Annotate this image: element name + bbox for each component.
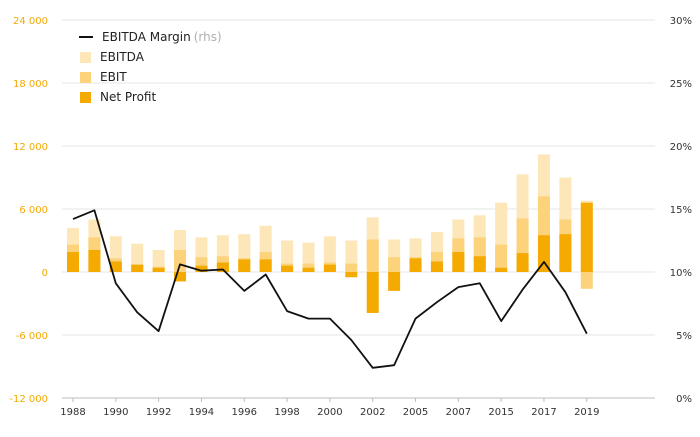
x-tick-label: 1998 bbox=[274, 407, 299, 418]
x-tick-label: 1996 bbox=[232, 407, 257, 418]
bar-net-profit bbox=[302, 267, 315, 272]
bar-net-profit bbox=[131, 264, 144, 272]
bar-ebitda bbox=[152, 249, 165, 272]
bar-net-profit bbox=[152, 267, 165, 272]
x-tick-label: 2005 bbox=[403, 407, 428, 418]
y-right-tick-label: 5% bbox=[676, 331, 692, 342]
bar-net-profit bbox=[174, 272, 187, 282]
bar-ebit bbox=[366, 239, 379, 272]
y-left-tick-label: 24 000 bbox=[13, 16, 48, 27]
y-right-tick-label: 20% bbox=[670, 142, 692, 153]
bar-net-profit bbox=[109, 261, 122, 272]
y-right-tick-label: 25% bbox=[670, 79, 692, 90]
x-tick-label: 2015 bbox=[488, 407, 513, 418]
legend-label-net-profit: Net Profit bbox=[100, 90, 157, 104]
bar-net-profit bbox=[195, 265, 208, 272]
bar-ebit bbox=[174, 249, 187, 272]
legend-note-rhs: (rhs) bbox=[193, 30, 222, 44]
line-ebitda-margin bbox=[72, 209, 588, 369]
x-tick-label: 2000 bbox=[317, 407, 342, 418]
y-left-tick-label: -12 000 bbox=[9, 394, 48, 405]
bar-net-profit bbox=[88, 249, 101, 272]
x-tick-label: 2007 bbox=[446, 407, 471, 418]
legend: EBITDA Margin (rhs) EBITDA EBIT Net Prof… bbox=[79, 27, 222, 107]
bar-net-profit bbox=[67, 252, 79, 272]
x-tick-label: 2002 bbox=[360, 407, 385, 418]
y-right-tick-label: 30% bbox=[670, 16, 692, 27]
y-left-tick-label: 6 000 bbox=[19, 205, 48, 216]
bar-net-profit bbox=[323, 264, 336, 272]
legend-swatch-ebit bbox=[80, 71, 91, 83]
x-tick-label: 2019 bbox=[574, 407, 599, 418]
legend-label-ebit: EBIT bbox=[100, 70, 127, 84]
x-tick-label: 1990 bbox=[103, 407, 128, 418]
legend-line-swatch bbox=[79, 36, 93, 38]
bar-net-profit bbox=[345, 272, 358, 278]
y-left-tick-label: 18 000 bbox=[13, 79, 48, 90]
y-left-tick-label: 12 000 bbox=[13, 142, 48, 153]
bar-net-profit bbox=[516, 253, 529, 272]
bar-ebit bbox=[345, 263, 358, 272]
x-tick-label: 2017 bbox=[531, 407, 556, 418]
bar-ebit bbox=[580, 272, 593, 289]
y-right-tick-label: 15% bbox=[670, 205, 692, 216]
bar-net-profit bbox=[537, 235, 550, 272]
legend-item-net-profit: Net Profit bbox=[80, 87, 222, 107]
bar-net-profit bbox=[238, 259, 251, 272]
legend-label-ebitda: EBITDA bbox=[100, 50, 144, 64]
legend-item-ebitda: EBITDA bbox=[80, 47, 222, 67]
x-tick-label: 1992 bbox=[146, 407, 171, 418]
bar-net-profit bbox=[388, 272, 401, 291]
y-right-tick-label: 0% bbox=[676, 394, 692, 405]
bar-net-profit bbox=[473, 256, 486, 272]
y-right-tick-label: 10% bbox=[670, 268, 692, 279]
x-tick-label: 1988 bbox=[60, 407, 85, 418]
bar-net-profit bbox=[559, 234, 572, 272]
bar-net-profit bbox=[366, 272, 379, 313]
bar-ebit bbox=[388, 257, 401, 272]
bar-net-profit bbox=[216, 262, 229, 272]
legend-swatch-net-profit bbox=[80, 91, 91, 103]
bar-net-profit bbox=[281, 265, 294, 272]
legend-item-ebit: EBIT bbox=[80, 67, 222, 87]
bar-net-profit bbox=[409, 258, 422, 272]
legend-swatch-ebitda bbox=[80, 51, 91, 63]
y-left-tick-label: 0 bbox=[42, 268, 48, 279]
bar-net-profit bbox=[452, 252, 465, 272]
y-left-tick-label: -6 000 bbox=[16, 331, 48, 342]
bar-net-profit bbox=[495, 267, 508, 272]
legend-label-margin: EBITDA Margin bbox=[102, 30, 191, 44]
bar-net-profit bbox=[580, 202, 593, 272]
bar-net-profit bbox=[430, 261, 443, 272]
x-tick-label: 1994 bbox=[189, 407, 214, 418]
bar-ebit bbox=[495, 244, 508, 272]
legend-item-margin: EBITDA Margin (rhs) bbox=[79, 27, 222, 47]
bar-net-profit bbox=[259, 259, 272, 272]
